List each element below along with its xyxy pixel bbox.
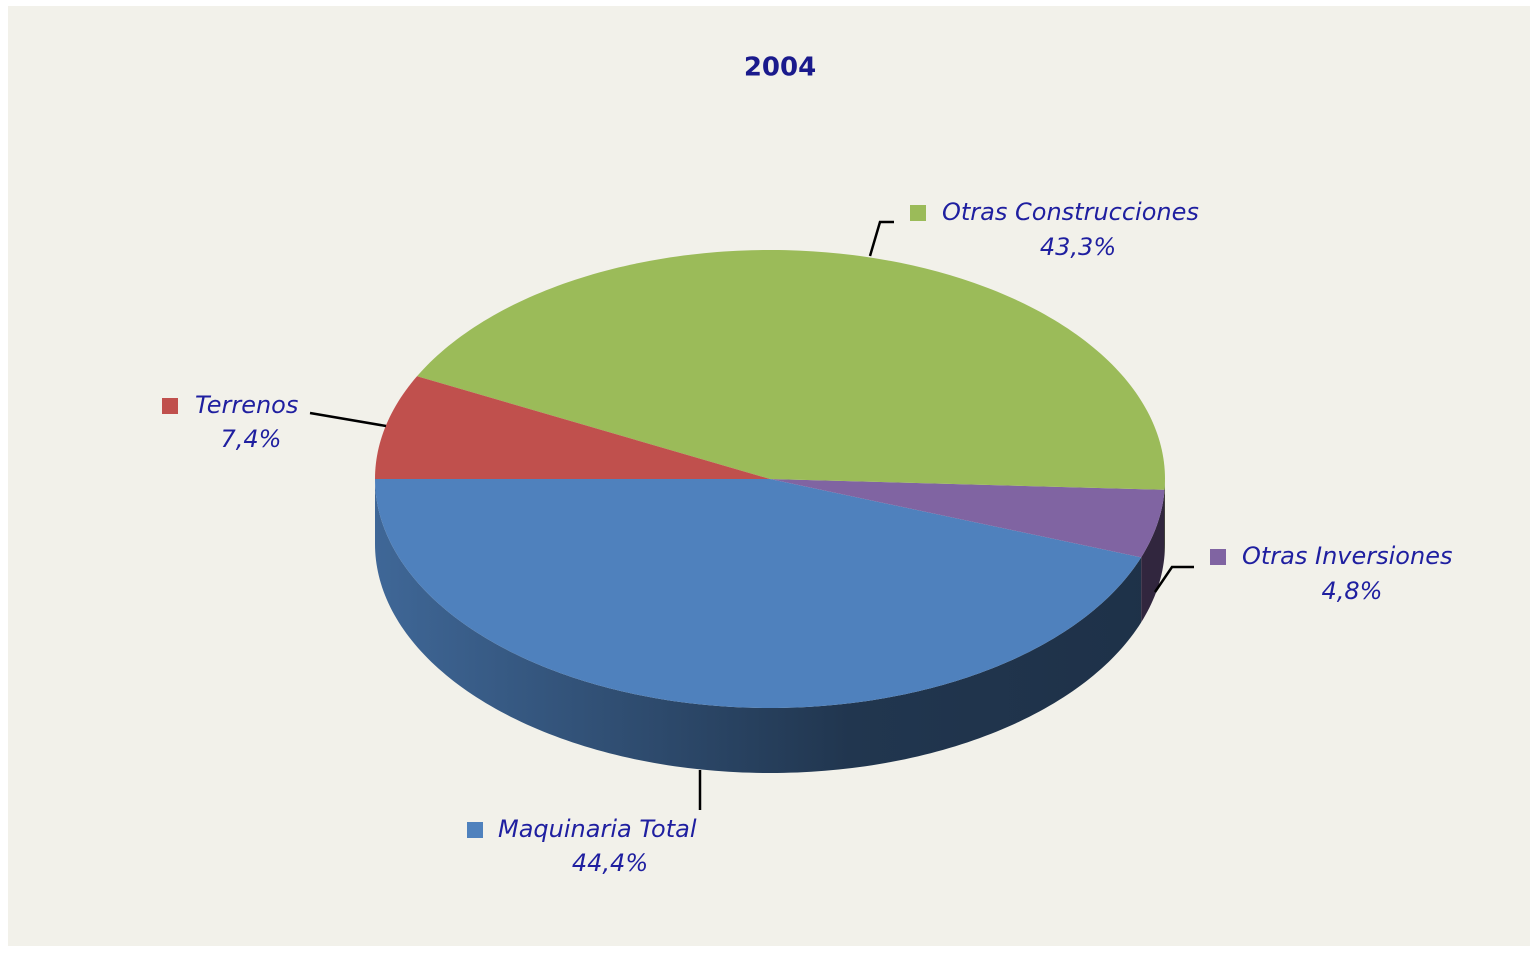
legend-swatch [162, 398, 178, 414]
slice-value-label: 7,4% [221, 425, 282, 453]
leader-line [868, 220, 894, 257]
chart-title: 2004 [744, 53, 816, 83]
leader-line [1153, 565, 1194, 593]
legend-swatch [910, 205, 926, 221]
legend-swatch [1210, 549, 1226, 565]
slice-value-label: 4,8% [1322, 577, 1383, 605]
slice-name: Terrenos [195, 391, 298, 419]
pie-slice [770, 479, 1165, 558]
slice-name: Otras Inversiones [1242, 542, 1452, 570]
slice-name: Maquinaria Total [498, 815, 697, 843]
slice-name: Otras Construcciones [942, 198, 1199, 226]
slice-value-label: 44,4% [572, 849, 648, 877]
pie-slice [417, 250, 1165, 490]
pie-side [375, 479, 1142, 773]
pie-side [1141, 489, 1165, 623]
slice-value-label: 43,3% [1040, 233, 1116, 261]
leader-line [309, 411, 387, 428]
legend-swatch [467, 822, 483, 838]
pie-slice [375, 376, 770, 479]
pie-slice [375, 479, 1142, 708]
